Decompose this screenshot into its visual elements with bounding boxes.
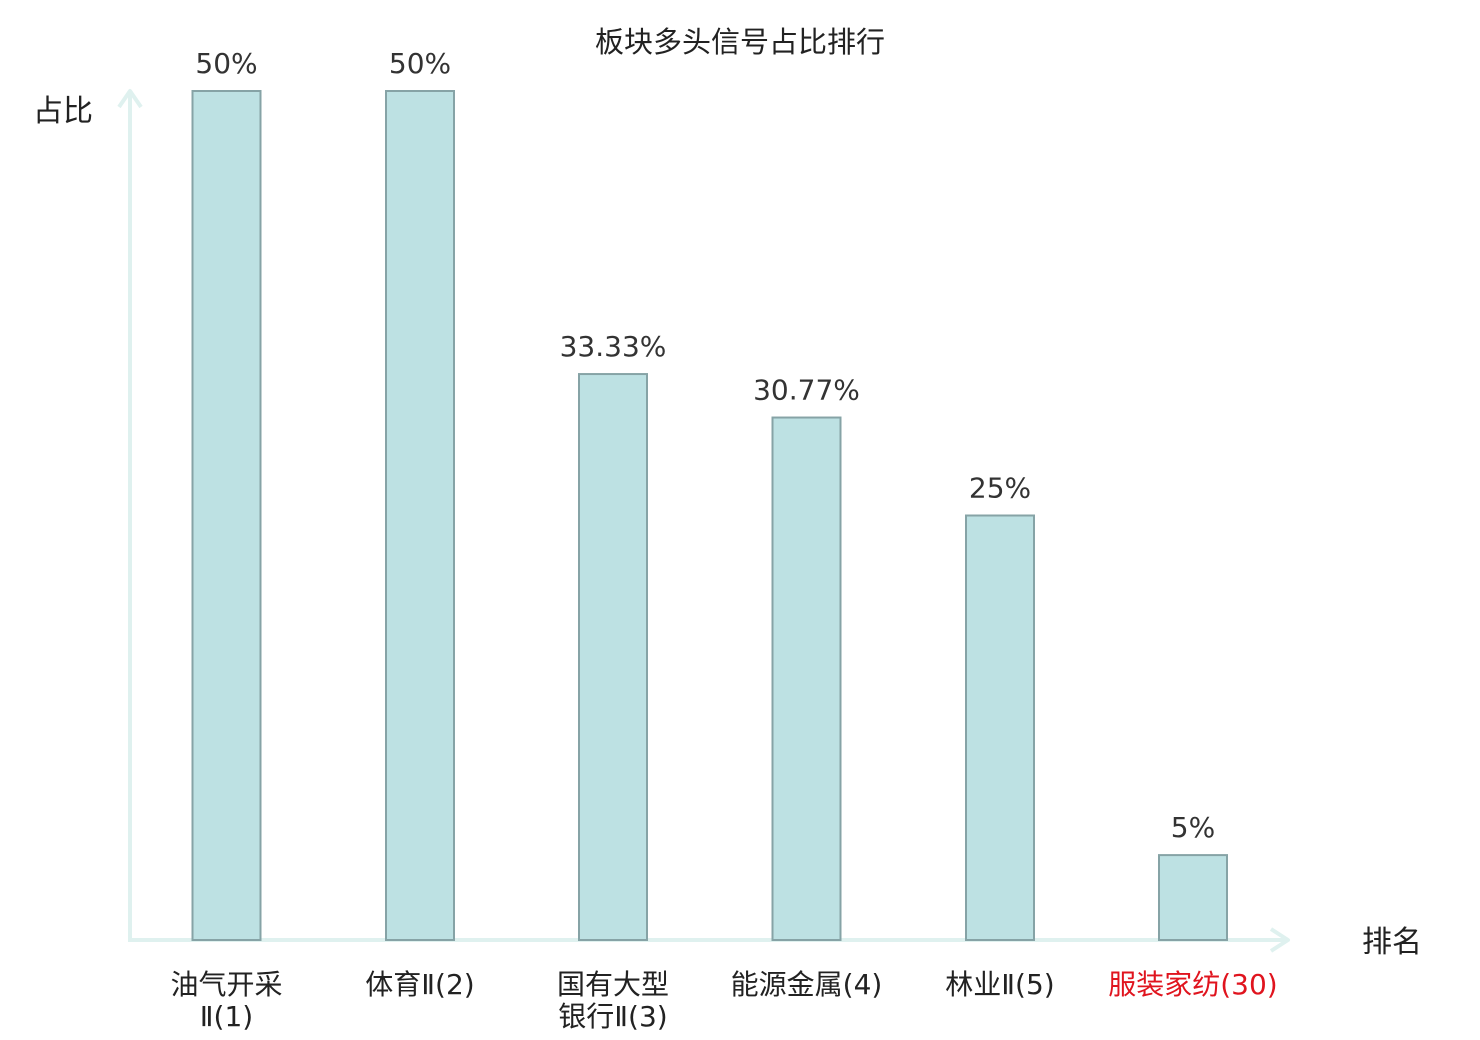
y-axis-label: 占比	[33, 94, 93, 129]
category-label-6: 服装家纺(30)	[1108, 968, 1277, 1001]
value-label-5: 25%	[969, 472, 1031, 505]
bar-4	[771, 416, 842, 941]
value-labels-group: 50% 50% 33.33% 30.77% 25% 5%	[195, 47, 1215, 844]
bar-2	[385, 90, 455, 941]
bars-group	[191, 90, 1228, 942]
chart-title: 板块多头信号占比排行	[595, 25, 885, 59]
category-label-2: 体育Ⅱ(2)	[365, 968, 474, 1001]
category-label-5: 林业Ⅱ(5)	[945, 968, 1054, 1001]
value-label-3: 33.33%	[560, 330, 667, 363]
bar-6	[1158, 854, 1228, 941]
bar-3	[578, 373, 648, 942]
category-label-1-line-2: Ⅱ(1)	[200, 1000, 253, 1033]
x-axis-label: 排名	[1362, 925, 1422, 960]
category-label-3-line-1: 国有大型	[557, 968, 669, 1001]
category-label-3-line-2: 银行Ⅱ(3)	[558, 1000, 667, 1033]
y-axis-arrow	[117, 89, 143, 109]
value-label-2: 50%	[389, 47, 451, 80]
value-label-1: 50%	[195, 47, 257, 80]
value-label-6: 5%	[1171, 811, 1215, 844]
x-axis-arrow	[1269, 927, 1290, 953]
category-label-4: 能源金属(4)	[731, 968, 883, 1001]
category-label-1-line-1: 油气开采	[170, 968, 282, 1001]
value-label-4: 30.77%	[753, 374, 860, 407]
bar-1	[191, 90, 262, 941]
bar-5	[965, 514, 1035, 941]
